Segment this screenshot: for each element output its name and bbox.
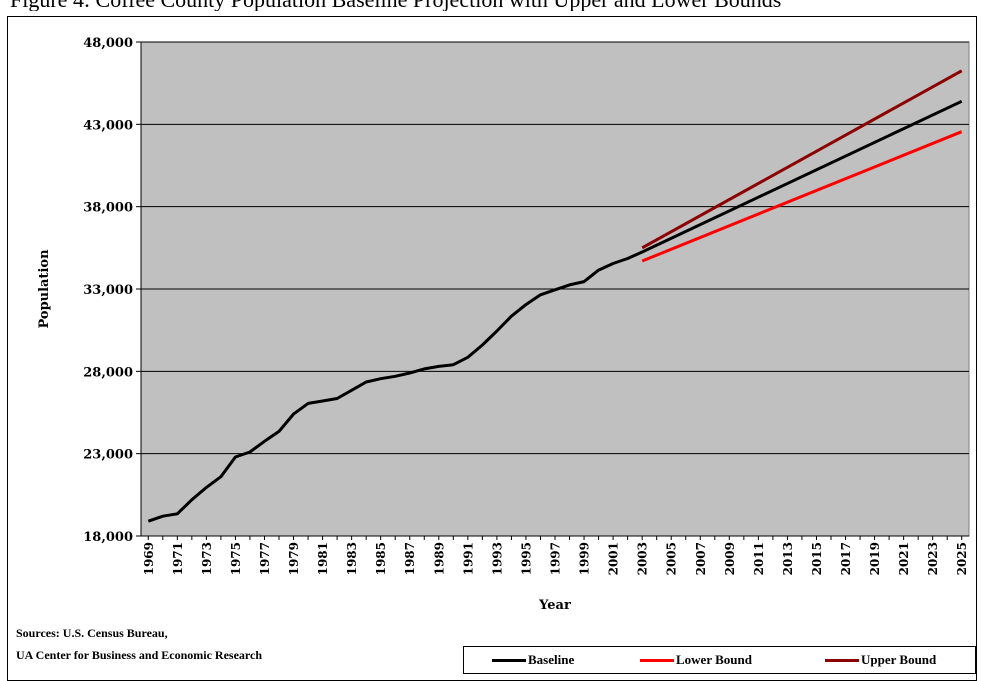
source-note-line1: Sources: U.S. Census Bureau, (16, 626, 168, 640)
x-tick-label: 1983 (345, 542, 359, 575)
y-axis-title: Population (37, 249, 52, 329)
series-line-baseline (147, 99, 963, 523)
x-tick-label: 2009 (723, 542, 737, 575)
legend-item-baseline: Baseline (492, 647, 574, 673)
x-tick-label: 1997 (549, 542, 563, 575)
x-tick-label: 1975 (229, 542, 243, 575)
legend-label-lower-bound: Lower Bound (676, 652, 752, 667)
legend-item-lower-bound: Lower Bound (640, 647, 752, 673)
x-tick-label: 1981 (316, 542, 330, 575)
figure-caption: Figure 4: Coffee County Population Basel… (10, 0, 981, 11)
x-tick-label: 1977 (258, 542, 272, 575)
y-tick-label: 33,000 (83, 283, 133, 298)
y-tick-label: 28,000 (83, 365, 133, 380)
y-tick-label: 23,000 (83, 448, 133, 463)
series-lines (147, 69, 963, 523)
x-tick-label: 2017 (839, 542, 853, 575)
x-tick-label: 1979 (287, 542, 301, 575)
x-tick-label: 1987 (403, 542, 417, 575)
y-tick-label: 18,000 (83, 530, 133, 545)
x-axis: 1969 1971 1973 1975 1977 1979 1981 1983 1985 1987… (141, 535, 969, 575)
x-tick-label: 1991 (461, 542, 475, 575)
x-tick-label: 1999 (578, 542, 592, 575)
x-tick-label: 2015 (810, 542, 824, 575)
x-tick-label: 2011 (752, 542, 766, 575)
legend-swatch-baseline (492, 658, 526, 662)
y-tick-label: 48,000 (83, 36, 133, 51)
series-line-upper-bound (641, 69, 963, 250)
legend-swatch-lower-bound (640, 658, 674, 662)
legend-swatch-upper-bound (825, 658, 859, 662)
x-tick-label: 2025 (955, 542, 969, 575)
y-tick-label: 38,000 (83, 201, 133, 216)
legend-item-upper-bound: Upper Bound (825, 647, 936, 673)
x-tick-label: 2023 (926, 542, 940, 575)
x-tick-label: 1973 (200, 542, 214, 575)
legend: Baseline Lower Bound Upper Bound (463, 646, 976, 674)
legend-label-upper-bound: Upper Bound (861, 652, 937, 667)
x-tick-label: 2005 (665, 542, 679, 575)
x-tick-label: 1971 (171, 542, 185, 575)
x-tick-label: 2001 (607, 542, 621, 575)
x-tick-label: 2021 (897, 542, 911, 575)
x-tick-label: 2019 (868, 542, 882, 575)
x-tick-label: 1995 (519, 542, 533, 575)
x-tick-label: 1985 (374, 542, 388, 575)
legend-label-baseline: Baseline (528, 652, 575, 667)
x-axis-title: Year (538, 598, 571, 613)
x-tick-label: 2007 (694, 542, 708, 575)
series-line-lower-bound (641, 130, 963, 263)
x-tick-label: 1969 (142, 542, 156, 575)
x-tick-label: 1993 (490, 542, 504, 575)
x-tick-label: 2013 (781, 542, 795, 575)
source-note-line2: UA Center for Business and Economic Rese… (16, 648, 262, 662)
y-axis: 18,000 23,000 28,000 33,000 38,000 43,000 48,0… (83, 36, 142, 545)
y-tick-label: 43,000 (83, 118, 133, 133)
population-line-chart: 18,000 23,000 28,000 33,000 38,000 43,000 48,0… (37, 36, 970, 613)
x-tick-label: 1989 (432, 542, 446, 575)
x-tick-label: 2003 (636, 542, 650, 575)
